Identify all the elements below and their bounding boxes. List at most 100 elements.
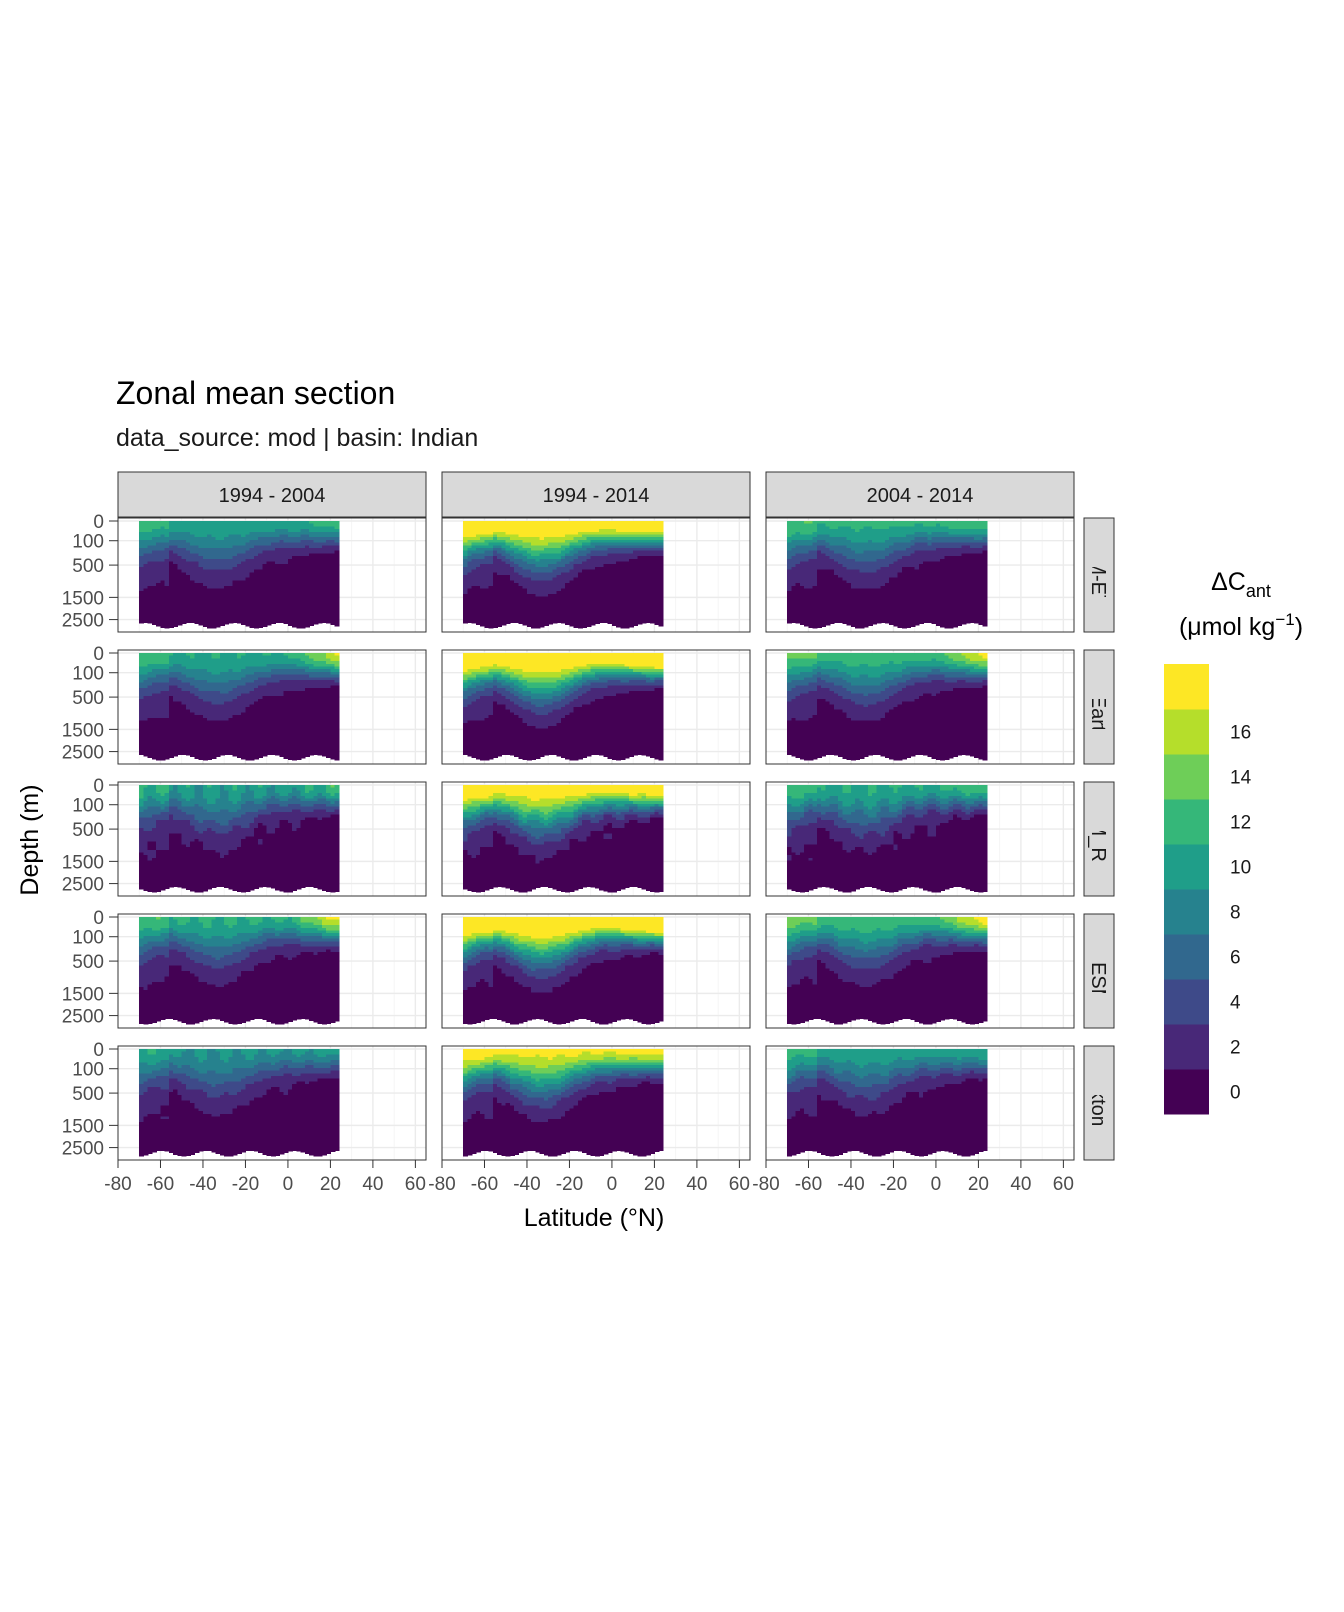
contour-cell bbox=[552, 621, 557, 623]
contour-cell bbox=[599, 621, 604, 623]
contour-cell bbox=[847, 624, 852, 626]
contour-cell bbox=[561, 621, 566, 624]
contour-cell bbox=[544, 624, 549, 627]
contour-cell bbox=[335, 624, 340, 627]
contour-cell bbox=[813, 626, 818, 628]
contour-cell bbox=[497, 626, 502, 627]
contour-cell bbox=[650, 621, 655, 624]
contour-cell bbox=[472, 621, 477, 624]
contour-cell bbox=[199, 624, 204, 626]
contour-cell bbox=[279, 621, 284, 623]
contour-cell bbox=[313, 624, 318, 625]
contour-cell bbox=[245, 624, 250, 627]
y-tick-label: 100 bbox=[72, 532, 104, 553]
contour-cell bbox=[800, 624, 805, 625]
facet-panel bbox=[442, 518, 750, 632]
contour-cell bbox=[864, 626, 869, 627]
contour-cell bbox=[203, 626, 208, 627]
column-strip-label: 2004 - 2014 bbox=[867, 485, 974, 507]
contour-cell bbox=[527, 626, 532, 627]
y-tick-label: 500 bbox=[72, 556, 104, 577]
facet-panel bbox=[118, 518, 426, 632]
contour-cell bbox=[169, 626, 174, 628]
contour-cell bbox=[148, 621, 153, 624]
contour-cell bbox=[288, 624, 293, 626]
contour-cell bbox=[476, 624, 481, 625]
contour-cell bbox=[514, 621, 519, 623]
contour-cell bbox=[152, 624, 157, 625]
contour-cell bbox=[821, 626, 826, 627]
contour-cell bbox=[271, 621, 276, 624]
contour-cell bbox=[620, 626, 625, 628]
contour-cell bbox=[506, 621, 511, 624]
contour-cell bbox=[233, 621, 238, 623]
contour-cell bbox=[237, 621, 242, 624]
contour-cell bbox=[262, 626, 267, 627]
contour-cell bbox=[825, 624, 830, 626]
contour-cell bbox=[586, 626, 591, 627]
contour-cell bbox=[603, 621, 608, 623]
y-tick-label: 2500 bbox=[62, 611, 104, 632]
contour-cell bbox=[330, 624, 335, 625]
contour-cell bbox=[791, 621, 796, 623]
contour-cell bbox=[591, 624, 596, 626]
contour-cell bbox=[190, 621, 195, 623]
contour-cell bbox=[834, 621, 839, 623]
contour-cell bbox=[309, 624, 314, 627]
facet-panel bbox=[766, 518, 1074, 632]
facet-panels: 1994 - 2004 1994 - 2014 2004 - 2014CESM-ET… bbox=[62, 472, 1114, 1195]
contour-cell bbox=[582, 626, 587, 628]
contour-cell bbox=[830, 621, 835, 624]
contour-cell bbox=[228, 621, 233, 623]
contour-cell bbox=[326, 621, 331, 624]
contour-cell bbox=[463, 621, 468, 623]
contour-cell bbox=[842, 621, 847, 624]
contour-field bbox=[463, 521, 663, 629]
contour-cell bbox=[220, 624, 225, 627]
contour-cell bbox=[646, 621, 651, 623]
chart-subtitle: data_source: mod | basin: Indian bbox=[116, 424, 478, 452]
contour-cell bbox=[625, 626, 630, 628]
contour-cell bbox=[484, 626, 489, 628]
contour-cell bbox=[629, 626, 634, 627]
contour-cell bbox=[518, 621, 523, 624]
contour-cell bbox=[654, 624, 659, 625]
contour-cell bbox=[211, 626, 216, 628]
contour-cell bbox=[659, 624, 664, 627]
contour-cell bbox=[480, 624, 485, 627]
contour-cell bbox=[267, 624, 272, 626]
column-strip: 2004 - 2014 bbox=[766, 472, 1074, 517]
contour-cell bbox=[156, 624, 161, 627]
contour-cell bbox=[838, 621, 843, 623]
contour-cell bbox=[804, 624, 809, 627]
contour-cell bbox=[637, 624, 642, 625]
contour-cell bbox=[612, 624, 617, 626]
contour-cell bbox=[540, 626, 545, 627]
contour-cell bbox=[292, 626, 297, 627]
contour-field bbox=[787, 521, 987, 629]
chart-title: Zonal mean section bbox=[116, 375, 395, 411]
contour-cell bbox=[493, 626, 498, 628]
column-strip-label: 1994 - 2014 bbox=[543, 485, 650, 507]
contour-cell bbox=[305, 626, 310, 627]
contour-cell bbox=[207, 626, 212, 628]
contour-field bbox=[139, 521, 339, 629]
contour-cell bbox=[569, 624, 574, 627]
contour-cell bbox=[510, 621, 515, 623]
contour-cell bbox=[642, 621, 647, 623]
contour-cell bbox=[565, 624, 570, 625]
contour-cell bbox=[535, 626, 540, 628]
contour-cell bbox=[633, 624, 638, 627]
y-tick-label: 0 bbox=[93, 512, 104, 533]
contour-cell bbox=[296, 626, 301, 628]
contour-cell bbox=[216, 626, 221, 627]
contour-cell bbox=[855, 626, 860, 628]
contour-cell bbox=[224, 624, 229, 625]
contour-cell bbox=[160, 626, 165, 628]
contour-cell bbox=[177, 624, 182, 626]
contour-cell bbox=[165, 626, 170, 628]
y-tick-label: 1500 bbox=[62, 588, 104, 609]
contour-cell bbox=[139, 621, 144, 623]
contour-cell bbox=[275, 621, 280, 623]
